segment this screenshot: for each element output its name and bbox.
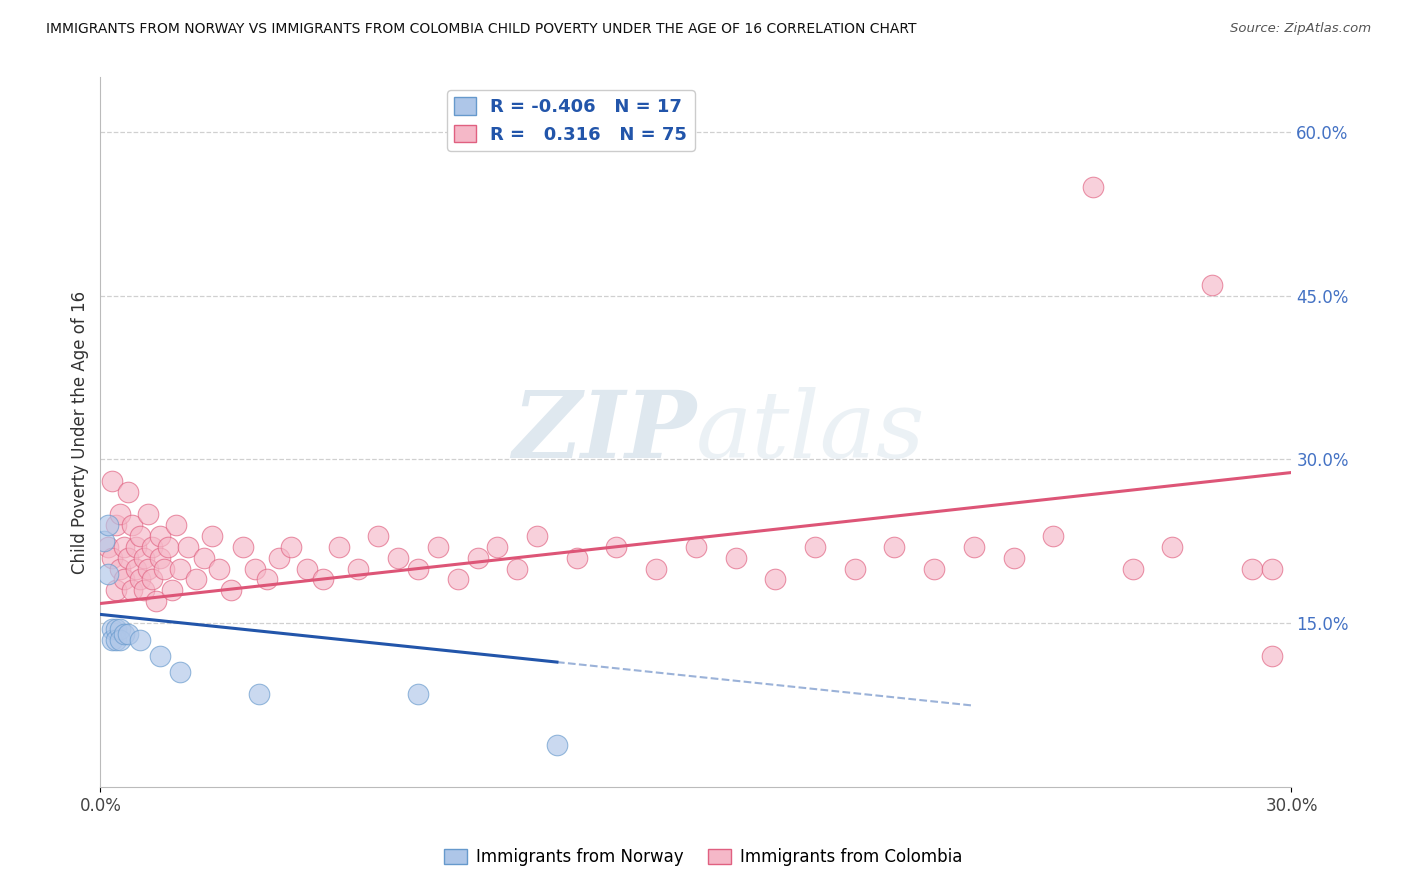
Point bbox=[93, 534, 115, 549]
Point bbox=[1260, 561, 1282, 575]
Point bbox=[101, 622, 124, 636]
Point bbox=[101, 475, 124, 489]
Point bbox=[645, 561, 668, 575]
Point bbox=[447, 573, 470, 587]
Point bbox=[108, 561, 131, 575]
Point bbox=[112, 627, 135, 641]
Point bbox=[105, 583, 128, 598]
Point bbox=[97, 540, 120, 554]
Point bbox=[347, 561, 370, 575]
Point bbox=[129, 632, 152, 647]
Point bbox=[97, 517, 120, 532]
Point bbox=[105, 622, 128, 636]
Point bbox=[129, 573, 152, 587]
Point bbox=[883, 540, 905, 554]
Text: atlas: atlas bbox=[696, 387, 925, 477]
Point bbox=[526, 529, 548, 543]
Point bbox=[160, 583, 183, 598]
Point bbox=[245, 561, 267, 575]
Point bbox=[125, 540, 148, 554]
Point bbox=[328, 540, 350, 554]
Point bbox=[426, 540, 449, 554]
Point bbox=[149, 529, 172, 543]
Point bbox=[1260, 648, 1282, 663]
Point bbox=[117, 485, 139, 500]
Point bbox=[141, 573, 163, 587]
Point bbox=[1081, 179, 1104, 194]
Point bbox=[153, 561, 176, 575]
Point bbox=[156, 540, 179, 554]
Point bbox=[132, 550, 155, 565]
Text: IMMIGRANTS FROM NORWAY VS IMMIGRANTS FROM COLOMBIA CHILD POVERTY UNDER THE AGE O: IMMIGRANTS FROM NORWAY VS IMMIGRANTS FRO… bbox=[46, 22, 917, 37]
Point bbox=[295, 561, 318, 575]
Point bbox=[208, 561, 231, 575]
Point bbox=[546, 739, 568, 753]
Point bbox=[267, 550, 290, 565]
Point bbox=[169, 561, 191, 575]
Point bbox=[117, 627, 139, 641]
Text: ZIP: ZIP bbox=[512, 387, 696, 477]
Point bbox=[467, 550, 489, 565]
Point bbox=[141, 540, 163, 554]
Point bbox=[256, 573, 278, 587]
Text: Source: ZipAtlas.com: Source: ZipAtlas.com bbox=[1230, 22, 1371, 36]
Point bbox=[136, 507, 159, 521]
Point bbox=[280, 540, 302, 554]
Point bbox=[176, 540, 198, 554]
Point bbox=[117, 550, 139, 565]
Point bbox=[200, 529, 222, 543]
Point bbox=[105, 517, 128, 532]
Point bbox=[963, 540, 986, 554]
Point bbox=[312, 573, 335, 587]
Point bbox=[486, 540, 509, 554]
Point bbox=[101, 550, 124, 565]
Point bbox=[149, 550, 172, 565]
Point bbox=[169, 665, 191, 680]
Point bbox=[221, 583, 243, 598]
Point bbox=[844, 561, 866, 575]
Y-axis label: Child Poverty Under the Age of 16: Child Poverty Under the Age of 16 bbox=[72, 291, 89, 574]
Point bbox=[184, 573, 207, 587]
Point bbox=[108, 632, 131, 647]
Point bbox=[1240, 561, 1263, 575]
Point bbox=[1161, 540, 1184, 554]
Point bbox=[149, 648, 172, 663]
Point bbox=[108, 507, 131, 521]
Point bbox=[121, 517, 143, 532]
Point bbox=[506, 561, 529, 575]
Point bbox=[1201, 277, 1223, 292]
Point bbox=[129, 529, 152, 543]
Point bbox=[406, 561, 429, 575]
Point bbox=[1122, 561, 1144, 575]
Point bbox=[165, 517, 187, 532]
Point bbox=[367, 529, 389, 543]
Point bbox=[193, 550, 215, 565]
Point bbox=[136, 561, 159, 575]
Point bbox=[101, 632, 124, 647]
Point bbox=[387, 550, 409, 565]
Point bbox=[125, 561, 148, 575]
Point bbox=[105, 632, 128, 647]
Point bbox=[108, 622, 131, 636]
Point bbox=[1042, 529, 1064, 543]
Point bbox=[132, 583, 155, 598]
Point bbox=[97, 567, 120, 582]
Point bbox=[112, 573, 135, 587]
Point bbox=[232, 540, 254, 554]
Point bbox=[724, 550, 747, 565]
Point bbox=[922, 561, 945, 575]
Point bbox=[605, 540, 627, 554]
Point bbox=[406, 687, 429, 701]
Point bbox=[145, 594, 167, 608]
Point bbox=[1002, 550, 1025, 565]
Legend: R = -0.406   N = 17, R =   0.316   N = 75: R = -0.406 N = 17, R = 0.316 N = 75 bbox=[447, 90, 695, 151]
Point bbox=[121, 583, 143, 598]
Point bbox=[247, 687, 270, 701]
Point bbox=[565, 550, 588, 565]
Point bbox=[763, 573, 786, 587]
Point bbox=[112, 540, 135, 554]
Legend: Immigrants from Norway, Immigrants from Colombia: Immigrants from Norway, Immigrants from … bbox=[437, 842, 969, 873]
Point bbox=[804, 540, 827, 554]
Point bbox=[685, 540, 707, 554]
